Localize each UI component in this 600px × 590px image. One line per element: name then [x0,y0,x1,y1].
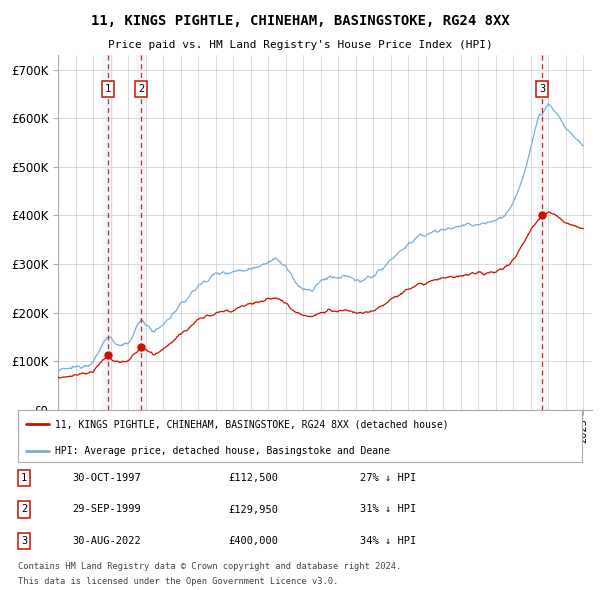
Bar [136,55,146,410]
Text: 3: 3 [539,84,545,94]
Text: HPI: Average price, detached house, Basingstoke and Deane: HPI: Average price, detached house, Basi… [55,445,389,455]
Bar [537,55,548,410]
Text: 2: 2 [138,84,144,94]
Text: This data is licensed under the Open Government Licence v3.0.: This data is licensed under the Open Gov… [18,577,338,586]
Text: £400,000: £400,000 [228,536,278,546]
Text: Price paid vs. HM Land Registry's House Price Index (HPI): Price paid vs. HM Land Registry's House … [107,40,493,50]
Text: 29-SEP-1999: 29-SEP-1999 [72,504,141,514]
Text: 34% ↓ HPI: 34% ↓ HPI [360,536,416,546]
Text: 2: 2 [21,504,27,514]
Text: 27% ↓ HPI: 27% ↓ HPI [360,473,416,483]
Bar [102,55,113,410]
Text: 30-AUG-2022: 30-AUG-2022 [72,536,141,546]
Text: 1: 1 [21,473,27,483]
Text: 30-OCT-1997: 30-OCT-1997 [72,473,141,483]
Text: 31% ↓ HPI: 31% ↓ HPI [360,504,416,514]
Text: Contains HM Land Registry data © Crown copyright and database right 2024.: Contains HM Land Registry data © Crown c… [18,562,401,571]
Text: 11, KINGS PIGHTLE, CHINEHAM, BASINGSTOKE, RG24 8XX (detached house): 11, KINGS PIGHTLE, CHINEHAM, BASINGSTOKE… [55,419,448,429]
Text: £112,500: £112,500 [228,473,278,483]
Text: 3: 3 [21,536,27,546]
Text: £129,950: £129,950 [228,504,278,514]
Text: 1: 1 [104,84,110,94]
Text: 11, KINGS PIGHTLE, CHINEHAM, BASINGSTOKE, RG24 8XX: 11, KINGS PIGHTLE, CHINEHAM, BASINGSTOKE… [91,14,509,28]
